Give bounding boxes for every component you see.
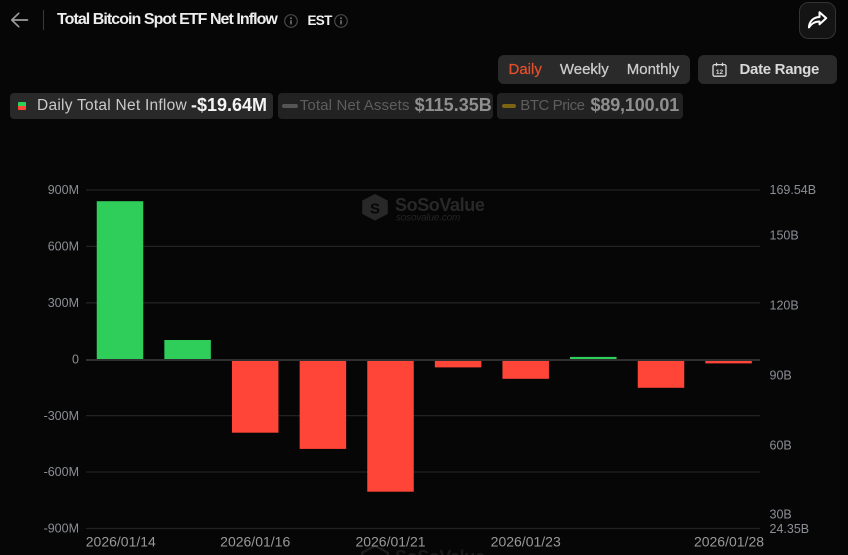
svg-text:120B: 120B — [770, 299, 799, 313]
svg-text:24.35B: 24.35B — [770, 522, 810, 536]
svg-text:60B: 60B — [770, 439, 792, 453]
svg-text:SoSoValue: SoSoValue — [395, 195, 485, 215]
svg-text:169.54B: 169.54B — [770, 183, 817, 197]
svg-text:600M: 600M — [48, 240, 79, 254]
svg-text:2026/01/21: 2026/01/21 — [355, 534, 425, 550]
svg-text:2026/01/28: 2026/01/28 — [694, 534, 764, 550]
svg-text:12: 12 — [716, 69, 724, 76]
svg-text:2026/01/23: 2026/01/23 — [491, 534, 561, 550]
svg-text:-600M: -600M — [44, 465, 79, 479]
svg-text:300M: 300M — [48, 296, 79, 310]
svg-text:2026/01/16: 2026/01/16 — [220, 534, 290, 550]
svg-text:-900M: -900M — [44, 522, 79, 536]
svg-text:900M: 900M — [48, 183, 79, 197]
svg-text:SoSoValue: SoSoValue — [395, 547, 485, 555]
svg-text:150B: 150B — [770, 229, 799, 243]
svg-text:0: 0 — [72, 352, 79, 366]
svg-text:sosovalue.com: sosovalue.com — [396, 213, 460, 224]
svg-text:30B: 30B — [770, 508, 792, 522]
svg-text:-300M: -300M — [44, 409, 79, 423]
svg-text:90B: 90B — [770, 369, 792, 383]
svg-text:S: S — [370, 201, 380, 218]
svg-text:2026/01/14: 2026/01/14 — [86, 534, 156, 550]
